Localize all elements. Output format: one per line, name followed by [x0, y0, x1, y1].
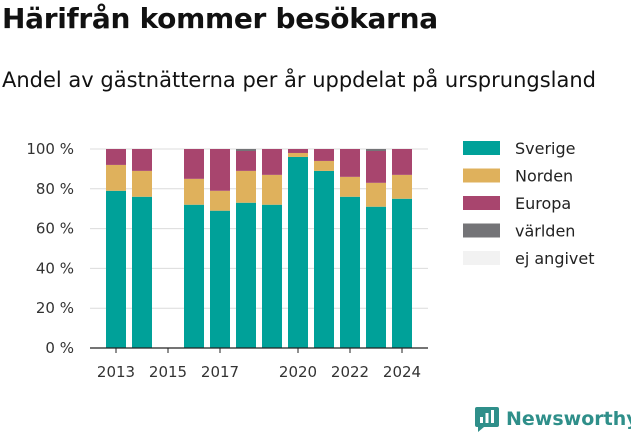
bar-segment-Norden — [184, 178, 204, 205]
bar-segment-Sverige — [236, 202, 256, 348]
y-axis-ticks: 0 % 20 % 40 % 60 % 80 % 100 % — [26, 140, 74, 357]
legend-swatch — [463, 196, 500, 210]
legend-swatch — [463, 223, 500, 238]
x-tick-label: 2015 — [149, 363, 187, 381]
x-tick-label: 2013 — [97, 363, 135, 381]
bar-segment-Europa — [132, 149, 152, 171]
bar-segment-Norden — [236, 170, 256, 203]
y-tick-label: 0 % — [45, 339, 74, 357]
bar-segment-Sverige — [392, 198, 412, 348]
bar-segment-Sverige — [288, 156, 308, 348]
bar-segment-Europa — [314, 149, 334, 161]
bar-segment-Sverige — [184, 204, 204, 348]
bar-segment-Norden — [262, 174, 282, 205]
x-tick-label: 2022 — [331, 363, 369, 381]
legend-label: världen — [515, 222, 575, 241]
bar-segment-Norden — [210, 190, 230, 211]
bars — [106, 149, 412, 348]
legend-swatch — [463, 251, 500, 265]
bar-segment-Norden — [288, 152, 308, 157]
bar-segment-Sverige — [262, 204, 282, 348]
bar-segment-världen — [366, 149, 386, 151]
newsworthy-logo-icon — [475, 407, 499, 432]
bar-segment-Sverige — [314, 170, 334, 348]
x-tick-label: 2017 — [201, 363, 239, 381]
legend-label: Sverige — [515, 139, 576, 158]
x-tick-label: 2020 — [279, 363, 317, 381]
y-tick-label: 100 % — [26, 140, 74, 158]
bar-segment-Europa — [288, 149, 308, 153]
stacked-bar-chart: 0 % 20 % 40 % 60 % 80 % 100 % 2013 2015 2017 202… — [26, 139, 595, 381]
bar-segment-Sverige — [210, 210, 230, 348]
bar-segment-Norden — [366, 182, 386, 207]
bar-segment-Europa — [184, 149, 204, 179]
bar-segment-Norden — [314, 160, 334, 171]
legend-label: ej angivet — [515, 249, 595, 268]
y-tick-label: 40 % — [36, 259, 74, 277]
chart-title: Härifrån kommer besökarna — [2, 2, 438, 35]
bar-segment-Norden — [132, 170, 152, 197]
bar-segment-Sverige — [366, 206, 386, 348]
bar-segment-Norden — [392, 174, 412, 199]
bar-segment-Europa — [236, 150, 256, 171]
bar-segment-Norden — [340, 176, 360, 197]
y-tick-label: 60 % — [36, 220, 74, 238]
bar-segment-Sverige — [132, 196, 152, 348]
bar-segment-Europa — [392, 149, 412, 175]
bar-segment-Norden — [106, 164, 126, 191]
legend-label: Europa — [515, 194, 571, 213]
x-axis-ticks: 2013 2015 2017 2020 2022 2024 — [90, 347, 428, 381]
chart-subtitle: Andel av gästnätterna per år uppdelat på… — [2, 68, 596, 92]
y-tick-label: 80 % — [36, 180, 74, 198]
newsworthy-logo-text: Newsworthy — [506, 408, 631, 430]
bar-segment-Sverige — [340, 196, 360, 348]
bar-segment-Europa — [210, 149, 230, 191]
legend: Sverige Norden Europa världen ej angivet — [463, 139, 595, 268]
bar-segment-Europa — [366, 150, 386, 183]
bar-segment-Europa — [340, 149, 360, 177]
legend-swatch — [463, 141, 500, 155]
bar-segment-världen — [236, 149, 256, 151]
y-tick-label: 20 % — [36, 299, 74, 317]
bar-segment-Europa — [262, 149, 282, 175]
bar-segment-Sverige — [106, 190, 126, 348]
legend-swatch — [463, 168, 500, 183]
bar-segment-Europa — [106, 149, 126, 165]
legend-label: Norden — [515, 167, 573, 186]
newsworthy-logo: Newsworthy — [474, 405, 631, 433]
x-tick-label: 2024 — [383, 363, 421, 381]
